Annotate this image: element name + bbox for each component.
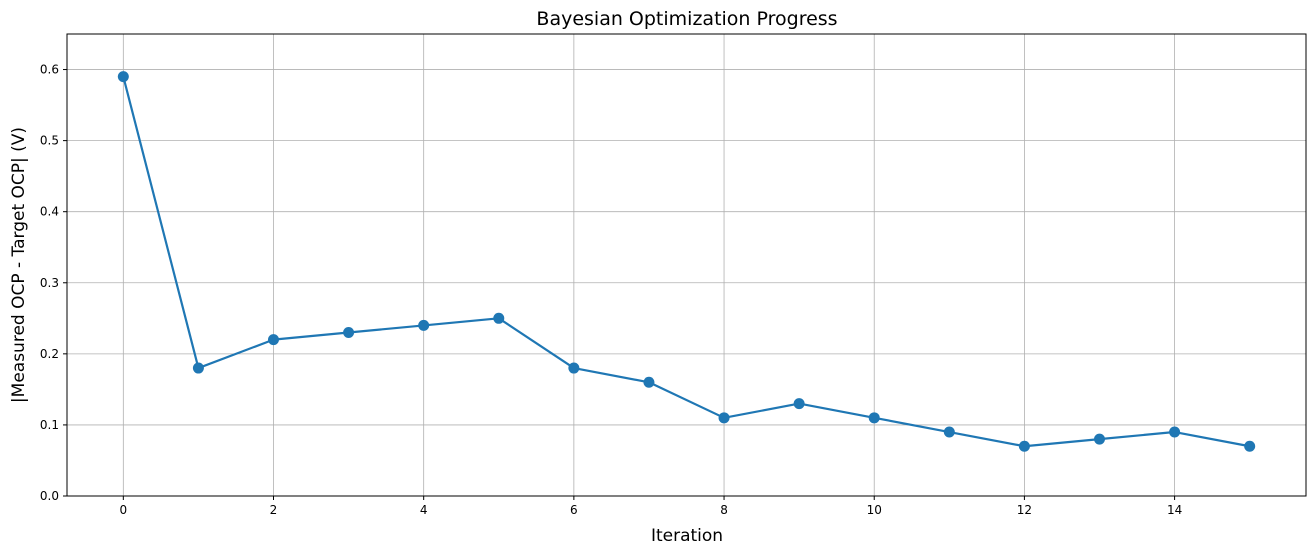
chart-title: Bayesian Optimization Progress	[536, 8, 837, 30]
data-point	[268, 334, 279, 346]
data-point	[192, 362, 204, 374]
y-axis-ticks: 0.0 0.1 0.2 0.3 0.4 0.5 0.6	[40, 63, 67, 503]
data-point	[493, 312, 505, 324]
x-tick-label: 4	[420, 503, 428, 517]
data-point	[343, 327, 355, 339]
x-tick-label: 6	[570, 503, 578, 517]
y-tick-label: 0.4	[40, 205, 59, 219]
y-tick-label: 0.2	[40, 347, 59, 361]
y-tick-label: 0.6	[40, 63, 59, 77]
data-point	[793, 398, 805, 410]
data-point	[568, 362, 580, 374]
plot-area-frame	[66, 33, 1307, 497]
y-axis-label: |Measured OCP - Target OCP| (V)	[9, 127, 29, 403]
data-point	[643, 376, 655, 388]
data-point	[117, 71, 129, 83]
data-point	[943, 426, 955, 438]
x-tick-label: 14	[1167, 503, 1182, 517]
x-axis-ticks: 0 2 4 6 8 10 12 14	[119, 496, 1182, 517]
data-point	[1018, 440, 1030, 452]
x-tick-label: 8	[720, 503, 728, 517]
x-tick-label: 0	[119, 503, 127, 517]
data-point	[718, 412, 730, 424]
grid-lines	[67, 34, 1306, 497]
data-point	[1244, 440, 1256, 452]
data-point	[1169, 426, 1181, 438]
x-tick-label: 10	[867, 503, 882, 517]
y-tick-label: 0.5	[40, 134, 59, 148]
y-tick-label: 0.0	[40, 489, 59, 503]
series-line	[122, 76, 1250, 448]
y-tick-label: 0.1	[40, 418, 59, 432]
data-point	[418, 319, 430, 331]
data-point	[1094, 433, 1105, 445]
x-axis-label: Iteration	[651, 526, 723, 546]
x-tick-label: 12	[1017, 503, 1032, 517]
x-tick-label: 2	[270, 503, 278, 517]
series-layer	[117, 71, 1256, 452]
y-tick-label: 0.3	[40, 276, 59, 290]
data-point	[868, 412, 880, 424]
